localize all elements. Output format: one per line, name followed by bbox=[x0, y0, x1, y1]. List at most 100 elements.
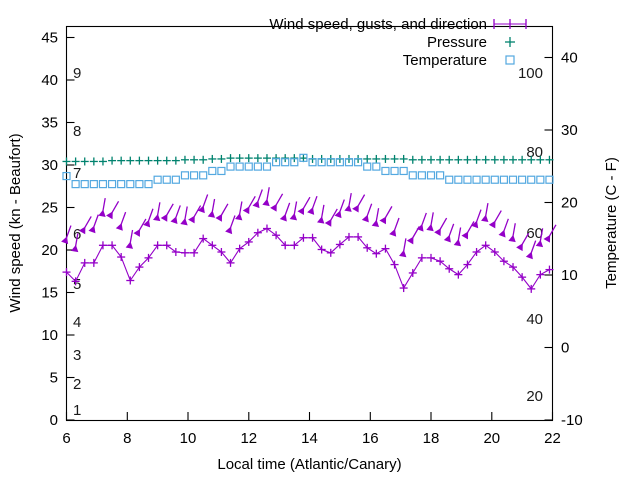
temperature-marker bbox=[481, 175, 490, 184]
temperature-marker bbox=[226, 162, 235, 171]
temperature-marker bbox=[426, 171, 436, 180]
gust-arrow-shaft bbox=[457, 227, 462, 241]
beaufort-label-9: 9 bbox=[73, 65, 81, 82]
series-wind bbox=[62, 224, 554, 293]
gust-arrow-head bbox=[434, 228, 441, 236]
gust-arrow-head bbox=[307, 207, 315, 215]
fahrenheit-scale-labels: 20 40 60 80 100 bbox=[518, 65, 543, 405]
gust-arrow-head bbox=[406, 236, 414, 245]
gust-arrow-head bbox=[426, 223, 434, 232]
bottom-axis-tick-labels: 6 8 10 12 14 16 18 20 22 bbox=[62, 430, 561, 447]
gust-arrow-head bbox=[352, 204, 359, 213]
beaufort-label-4: 4 bbox=[73, 314, 81, 331]
gust-arrow-head bbox=[324, 218, 332, 227]
gust-arrow-head bbox=[379, 216, 387, 225]
temperature-marker bbox=[98, 180, 108, 189]
temperature-marker bbox=[189, 171, 199, 180]
temperature-marker bbox=[135, 180, 144, 189]
left-tick-25: 25 bbox=[41, 200, 58, 217]
gust-arrow-shaft bbox=[248, 195, 256, 208]
wind-speed-line bbox=[66, 227, 550, 290]
fahrenheit-label-100: 100 bbox=[518, 65, 543, 82]
right-tick-40: 40 bbox=[561, 50, 578, 67]
legend-marker-temperature bbox=[505, 55, 515, 65]
gust-arrow-head bbox=[471, 220, 479, 229]
gust-arrow-head bbox=[443, 234, 451, 243]
gust-arrow-shaft bbox=[275, 193, 284, 206]
gust-arrow-shaft bbox=[65, 225, 72, 238]
gust-arrow-head bbox=[270, 203, 277, 212]
temperature-marker bbox=[217, 166, 226, 176]
gust-arrow-shaft bbox=[485, 203, 489, 217]
beaufort-label-7: 7 bbox=[73, 165, 81, 182]
gust-arrow-head bbox=[317, 216, 325, 224]
y-axis-title: Wind speed (kn - Beaufort) bbox=[7, 133, 24, 312]
gust-arrow-head bbox=[289, 212, 298, 221]
temperature-marker bbox=[518, 175, 527, 184]
left-tick-5: 5 bbox=[50, 370, 58, 387]
temperature-marker bbox=[344, 158, 354, 167]
gust-arrow-shaft bbox=[302, 196, 311, 209]
gust-arrow-head bbox=[152, 213, 161, 222]
temperature-marker bbox=[281, 158, 290, 167]
left-tick-0: 0 bbox=[50, 412, 58, 429]
gust-arrow-head bbox=[180, 217, 188, 226]
temperature-marker bbox=[271, 158, 281, 167]
gust-arrow-shaft bbox=[211, 198, 216, 212]
gust-arrow-shaft bbox=[129, 229, 134, 243]
gust-arrow-shaft bbox=[311, 195, 318, 209]
temperature-marker bbox=[235, 162, 244, 171]
gust-arrow-head bbox=[133, 229, 141, 237]
gust-arrow-shaft bbox=[138, 218, 147, 231]
gust-arrow-head bbox=[361, 214, 369, 223]
x-tick-14: 14 bbox=[301, 430, 318, 447]
gust-arrow-shaft bbox=[421, 212, 427, 226]
x-tick-20: 20 bbox=[483, 430, 500, 447]
legend-marker-pressure bbox=[505, 37, 515, 47]
beaufort-label-3: 3 bbox=[73, 347, 81, 364]
temperature-marker bbox=[499, 175, 508, 184]
x-tick-22: 22 bbox=[544, 430, 561, 447]
temperature-marker bbox=[162, 175, 171, 184]
beaufort-label-2: 2 bbox=[73, 376, 81, 393]
gust-arrow-head bbox=[262, 198, 270, 207]
beaufort-label-5: 5 bbox=[73, 276, 81, 293]
temperature-marker bbox=[417, 171, 426, 180]
gust-arrow-head bbox=[125, 241, 134, 249]
temperature-marker bbox=[299, 153, 308, 162]
series-gusts bbox=[61, 187, 557, 260]
gust-arrow-shaft bbox=[548, 224, 557, 237]
plot-frame bbox=[65, 25, 554, 422]
gust-arrow-shaft bbox=[220, 203, 229, 216]
gust-arrow-shaft bbox=[403, 238, 407, 252]
legend: Wind speed, gusts, and direction Pressur… bbox=[269, 16, 527, 69]
right-axis-ticks bbox=[544, 56, 553, 421]
beaufort-label-1: 1 bbox=[73, 402, 81, 419]
gust-arrow-head bbox=[498, 229, 506, 238]
left-axis-ticks bbox=[66, 36, 75, 421]
temperature-marker bbox=[253, 162, 262, 171]
gust-arrow-head bbox=[525, 251, 533, 260]
temperature-marker bbox=[208, 166, 217, 176]
gust-arrow-shaft bbox=[512, 223, 516, 237]
left-tick-40: 40 bbox=[41, 72, 58, 89]
legend-label-wind: Wind speed, gusts, and direction bbox=[269, 16, 487, 33]
gust-arrow-head bbox=[297, 207, 305, 216]
temperature-marker bbox=[308, 158, 317, 167]
left-tick-45: 45 bbox=[41, 30, 58, 47]
gust-arrow-shaft bbox=[348, 192, 352, 207]
gust-arrow-head bbox=[215, 213, 223, 222]
right-tick-minus10: -10 bbox=[561, 412, 583, 429]
gust-arrow-head bbox=[344, 204, 352, 212]
legend-label-temperature: Temperature bbox=[403, 52, 487, 69]
gust-arrow-shaft bbox=[284, 202, 291, 216]
temperature-marker bbox=[508, 175, 518, 184]
gust-arrow-shaft bbox=[466, 221, 475, 234]
gust-arrow-shaft bbox=[202, 194, 209, 207]
gust-arrow-head bbox=[252, 200, 260, 209]
gust-arrow-head bbox=[416, 223, 424, 232]
gust-arrow-head bbox=[170, 216, 178, 225]
temperature-marker bbox=[126, 180, 135, 189]
temperature-marker bbox=[199, 171, 208, 180]
